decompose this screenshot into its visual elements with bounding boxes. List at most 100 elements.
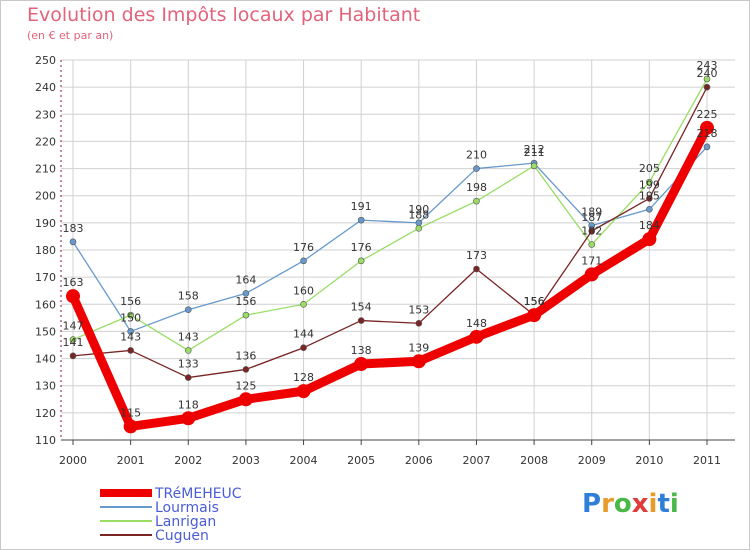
data-point xyxy=(123,419,138,434)
data-label: 176 xyxy=(351,241,372,254)
data-label: 156 xyxy=(524,295,545,308)
data-label: 143 xyxy=(120,330,141,343)
data-point xyxy=(473,165,480,172)
data-point xyxy=(296,384,311,399)
logo-letter: o xyxy=(613,489,632,519)
data-point xyxy=(700,120,714,135)
data-label: 182 xyxy=(581,225,602,238)
logo-letter: t xyxy=(657,489,670,519)
data-point xyxy=(642,232,657,247)
x-tick-label: 2010 xyxy=(635,454,663,467)
x-tick-label: 2011 xyxy=(693,454,721,467)
x-tick-label: 2005 xyxy=(347,454,375,467)
data-point xyxy=(646,195,653,202)
legend-label: Cuguen xyxy=(155,528,209,544)
x-tick-label: 2008 xyxy=(520,454,548,467)
series-lines xyxy=(66,75,714,434)
data-label: 190 xyxy=(408,203,429,216)
data-label: 156 xyxy=(524,295,545,308)
y-tick-label: 230 xyxy=(35,108,56,121)
data-point xyxy=(357,257,365,265)
y-tick-label: 200 xyxy=(35,190,56,203)
data-point xyxy=(473,197,480,205)
data-point xyxy=(300,257,307,265)
data-label: 176 xyxy=(293,241,314,254)
axes xyxy=(60,60,735,445)
data-point xyxy=(127,328,134,335)
data-point xyxy=(411,354,426,369)
y-tick-label: 120 xyxy=(35,407,56,420)
data-point xyxy=(300,300,307,308)
data-point xyxy=(473,265,480,273)
data-label: 210 xyxy=(466,149,487,162)
x-tick-label: 2001 xyxy=(117,454,145,467)
data-point xyxy=(242,311,250,319)
logo-letter: x xyxy=(631,489,649,519)
data-point xyxy=(66,289,80,304)
data-label: 164 xyxy=(235,273,256,286)
data-label: 153 xyxy=(408,303,429,316)
y-tick-label: 190 xyxy=(35,217,56,230)
data-label: 218 xyxy=(697,127,718,140)
data-label: 212 xyxy=(524,143,545,156)
data-point xyxy=(703,83,711,91)
data-point xyxy=(584,267,599,282)
y-tick-label: 150 xyxy=(35,325,56,338)
y-tick-label: 250 xyxy=(35,54,56,67)
data-labels: 163 115 118 125 128 138 139 148 156 171 184 225 183 1… xyxy=(63,59,718,419)
y-tick-labels: 110 120 130 140 150 160 170 180 190 200 210 220 230 2… xyxy=(35,54,56,447)
data-point xyxy=(354,357,369,371)
data-label: 148 xyxy=(466,317,487,330)
data-label: 198 xyxy=(466,181,487,194)
y-tick-label: 180 xyxy=(35,244,56,257)
data-point xyxy=(242,366,250,373)
legend-label: TRéMEHEUC xyxy=(154,486,242,502)
data-label: 183 xyxy=(63,222,84,235)
y-tick-label: 130 xyxy=(35,380,56,393)
data-label: 158 xyxy=(178,290,199,303)
data-label: 187 xyxy=(581,211,602,224)
logo-letter: i xyxy=(669,489,679,519)
data-label: 160 xyxy=(293,284,314,297)
data-point xyxy=(242,290,250,297)
data-label: 205 xyxy=(639,162,660,175)
x-tick-label: 2007 xyxy=(462,454,490,467)
x-tick-labels: 2000 2001 2002 2003 2004 2005 2006 2007 2008 2009… xyxy=(59,454,721,467)
data-label: 199 xyxy=(639,178,660,191)
data-label: 171 xyxy=(581,254,602,267)
data-point xyxy=(527,308,542,323)
y-tick-label: 220 xyxy=(35,135,56,148)
data-label: 141 xyxy=(63,336,84,349)
data-label: 115 xyxy=(120,406,141,419)
y-tick-label: 240 xyxy=(35,81,56,94)
x-tick-label: 2004 xyxy=(290,454,318,467)
data-label: 225 xyxy=(697,108,718,121)
data-label: 144 xyxy=(293,328,314,341)
data-point xyxy=(646,205,653,213)
logo-letter: r xyxy=(601,489,614,519)
data-point xyxy=(238,392,253,407)
data-label: 240 xyxy=(697,67,718,80)
logo-letter: P xyxy=(582,489,602,519)
data-label: 156 xyxy=(120,295,141,308)
x-tick-label: 2000 xyxy=(59,454,87,467)
chart-subtitle: (en € et par an) xyxy=(27,29,114,42)
data-label: 128 xyxy=(293,371,314,384)
data-label: 156 xyxy=(235,295,256,308)
data-label: 173 xyxy=(466,249,487,262)
data-point xyxy=(184,347,192,354)
data-label: 143 xyxy=(178,330,199,343)
legend-label: Lourmais xyxy=(155,500,219,516)
x-tick-label: 2009 xyxy=(578,454,606,467)
series-line-Cuguen xyxy=(72,86,708,379)
data-point xyxy=(357,216,365,224)
data-label: 211 xyxy=(524,146,545,159)
y-tick-label: 170 xyxy=(35,271,56,284)
data-point xyxy=(127,347,134,354)
logo-letter: i xyxy=(648,489,658,519)
data-label: 136 xyxy=(235,349,256,362)
data-label: 195 xyxy=(639,189,660,202)
data-label: 138 xyxy=(351,344,372,357)
data-point xyxy=(703,143,711,151)
